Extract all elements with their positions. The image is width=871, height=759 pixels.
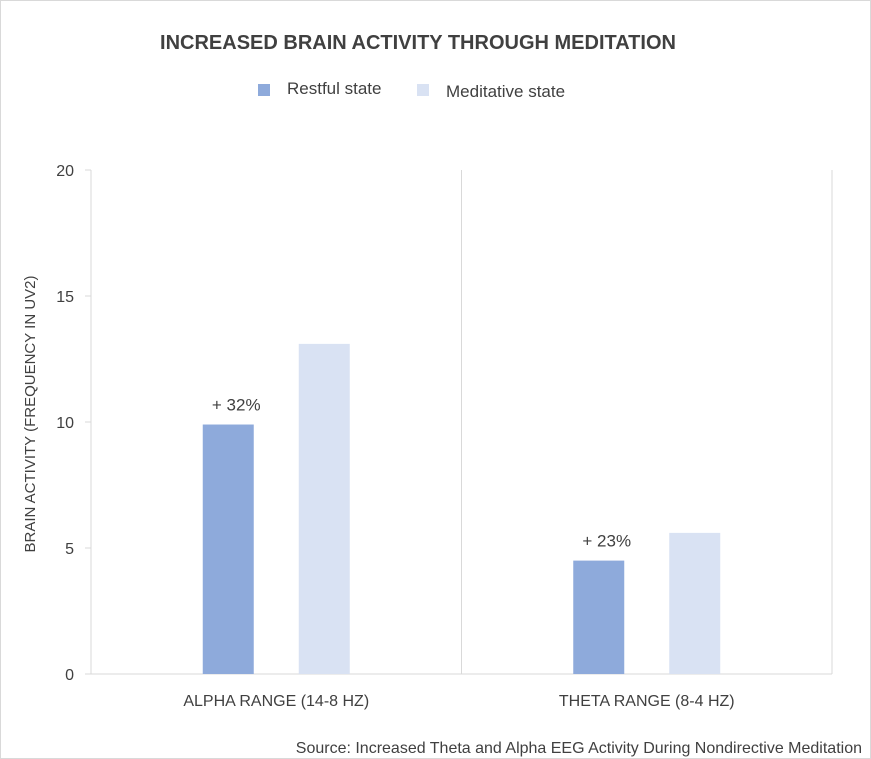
category-labels: ALPHA RANGE (14-8 HZ) THETA RANGE (8-4 HZ… [183,693,734,710]
y-tick-label: 10 [56,415,74,432]
bar-restful-0 [202,424,254,674]
x-category-label: ALPHA RANGE (14-8 HZ) [183,693,369,710]
chart-title: INCREASED BRAIN ACTIVITY THROUGH MEDITAT… [160,32,676,54]
legend-swatch-restful [258,84,270,96]
bars [202,343,721,674]
legend-label-restful: Restful state [287,79,382,98]
annotations: + 32% + 23% [212,396,631,551]
percent-increase-label: + 32% [212,396,261,415]
y-tick-label: 5 [65,541,74,558]
source-note: Source: Increased Theta and Alpha EEG Ac… [296,740,862,757]
bar-meditative-1 [669,532,721,674]
y-tick-label: 15 [56,289,74,306]
axes [90,170,833,675]
bar-meditative-0 [298,343,350,674]
legend: Restful state Meditative state [258,79,565,101]
bar-restful-1 [573,560,625,674]
x-category-label: THETA RANGE (8-4 HZ) [559,693,735,710]
y-tick-label: 0 [65,667,74,684]
legend-swatch-meditative [417,84,429,96]
y-axis-label: BRAIN ACTIVITY (FREQUENCY IN UV2) [22,276,39,553]
y-tick-label: 20 [56,163,74,180]
percent-increase-label: + 23% [582,532,631,551]
y-axis-ticks: 0 5 10 15 20 [56,163,91,684]
legend-label-meditative: Meditative state [446,82,565,101]
